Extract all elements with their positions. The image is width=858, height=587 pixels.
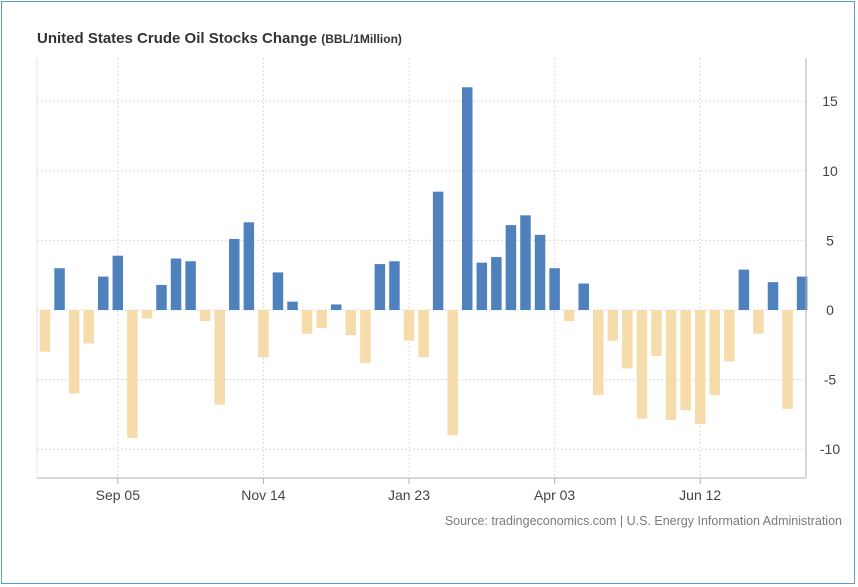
bars bbox=[39, 87, 808, 439]
bar-positive[interactable] bbox=[578, 283, 589, 310]
bar-negative[interactable] bbox=[651, 310, 662, 356]
chart-title: United States Crude Oil Stocks Change (B… bbox=[37, 30, 402, 47]
bar-negative[interactable] bbox=[665, 310, 677, 420]
bar-negative[interactable] bbox=[214, 310, 225, 405]
bar-positive[interactable] bbox=[491, 257, 502, 310]
y-tick-label: 15 bbox=[822, 93, 838, 109]
bar-negative[interactable] bbox=[563, 310, 575, 322]
bar-positive[interactable] bbox=[534, 234, 546, 310]
bar-positive[interactable] bbox=[287, 301, 298, 310]
bar-positive[interactable] bbox=[243, 222, 255, 310]
bar-negative[interactable] bbox=[258, 310, 269, 358]
bar-negative[interactable] bbox=[636, 310, 648, 419]
source-note: Source: tradingeconomics.com | U.S. Ener… bbox=[444, 514, 842, 528]
bar-negative[interactable] bbox=[680, 310, 691, 411]
bar-positive[interactable] bbox=[767, 282, 779, 310]
bar-negative[interactable] bbox=[360, 310, 371, 363]
axes bbox=[36, 58, 807, 484]
y-tick-label: 5 bbox=[826, 232, 834, 248]
bar-negative[interactable] bbox=[68, 310, 80, 394]
bar-negative[interactable] bbox=[709, 310, 721, 395]
x-tick-label: Jan 23 bbox=[388, 487, 430, 503]
bar-positive[interactable] bbox=[461, 87, 473, 310]
bar-negative[interactable] bbox=[39, 310, 51, 352]
x-tick-label: Sep 05 bbox=[96, 487, 141, 503]
bar-negative[interactable] bbox=[83, 310, 94, 344]
bar-positive[interactable] bbox=[389, 261, 400, 310]
bar-positive[interactable] bbox=[330, 304, 342, 310]
bar-negative[interactable] bbox=[418, 310, 429, 358]
bar-positive[interactable] bbox=[170, 258, 182, 310]
x-tick-label: Apr 03 bbox=[534, 487, 575, 503]
bar-negative[interactable] bbox=[345, 310, 357, 336]
bar-negative[interactable] bbox=[127, 310, 138, 439]
bar-positive[interactable] bbox=[549, 268, 560, 310]
bar-positive[interactable] bbox=[520, 215, 531, 310]
y-axis-tick-labels: -10 -5 0 5 10 15 bbox=[820, 93, 840, 457]
bar-positive[interactable] bbox=[738, 269, 750, 310]
bar-positive[interactable] bbox=[476, 262, 488, 310]
bar-positive[interactable] bbox=[97, 276, 109, 310]
bar-negative[interactable] bbox=[403, 310, 415, 341]
bar-negative[interactable] bbox=[447, 310, 458, 436]
bar-positive[interactable] bbox=[272, 272, 284, 310]
bar-negative[interactable] bbox=[607, 310, 619, 341]
chart-title-unit: (BBL/1Million) bbox=[321, 32, 402, 46]
bar-positive[interactable] bbox=[796, 276, 808, 310]
bar-negative[interactable] bbox=[141, 310, 153, 319]
bar-positive[interactable] bbox=[185, 261, 196, 310]
bar-positive[interactable] bbox=[54, 268, 65, 310]
x-tick-label: Jun 12 bbox=[679, 487, 721, 503]
grid-lines bbox=[37, 58, 806, 478]
y-tick-label: -10 bbox=[820, 441, 840, 457]
chart-title-text: United States Crude Oil Stocks Change bbox=[37, 30, 318, 47]
x-tick-label: Nov 14 bbox=[241, 487, 286, 503]
bar-negative[interactable] bbox=[782, 310, 793, 409]
bar-negative[interactable] bbox=[316, 310, 327, 329]
bar-negative[interactable] bbox=[301, 310, 313, 334]
bar-negative[interactable] bbox=[753, 310, 764, 334]
bar-negative[interactable] bbox=[593, 310, 604, 395]
bar-negative[interactable] bbox=[199, 310, 211, 322]
y-tick-label: 0 bbox=[826, 302, 834, 318]
bar-positive[interactable] bbox=[229, 239, 240, 310]
bar-positive[interactable] bbox=[156, 284, 167, 310]
bar-negative[interactable] bbox=[622, 310, 633, 369]
bar-positive[interactable] bbox=[505, 225, 517, 310]
y-tick-label: 10 bbox=[822, 163, 838, 179]
bar-positive[interactable] bbox=[112, 255, 124, 310]
y-tick-label: -5 bbox=[824, 372, 837, 388]
bar-positive[interactable] bbox=[432, 191, 444, 310]
bar-negative[interactable] bbox=[724, 310, 735, 362]
bar-positive[interactable] bbox=[374, 264, 386, 310]
x-axis-tick-labels: Sep 05 Nov 14 Jan 23 Apr 03 Jun 12 bbox=[96, 487, 722, 503]
bar-negative[interactable] bbox=[694, 310, 706, 425]
